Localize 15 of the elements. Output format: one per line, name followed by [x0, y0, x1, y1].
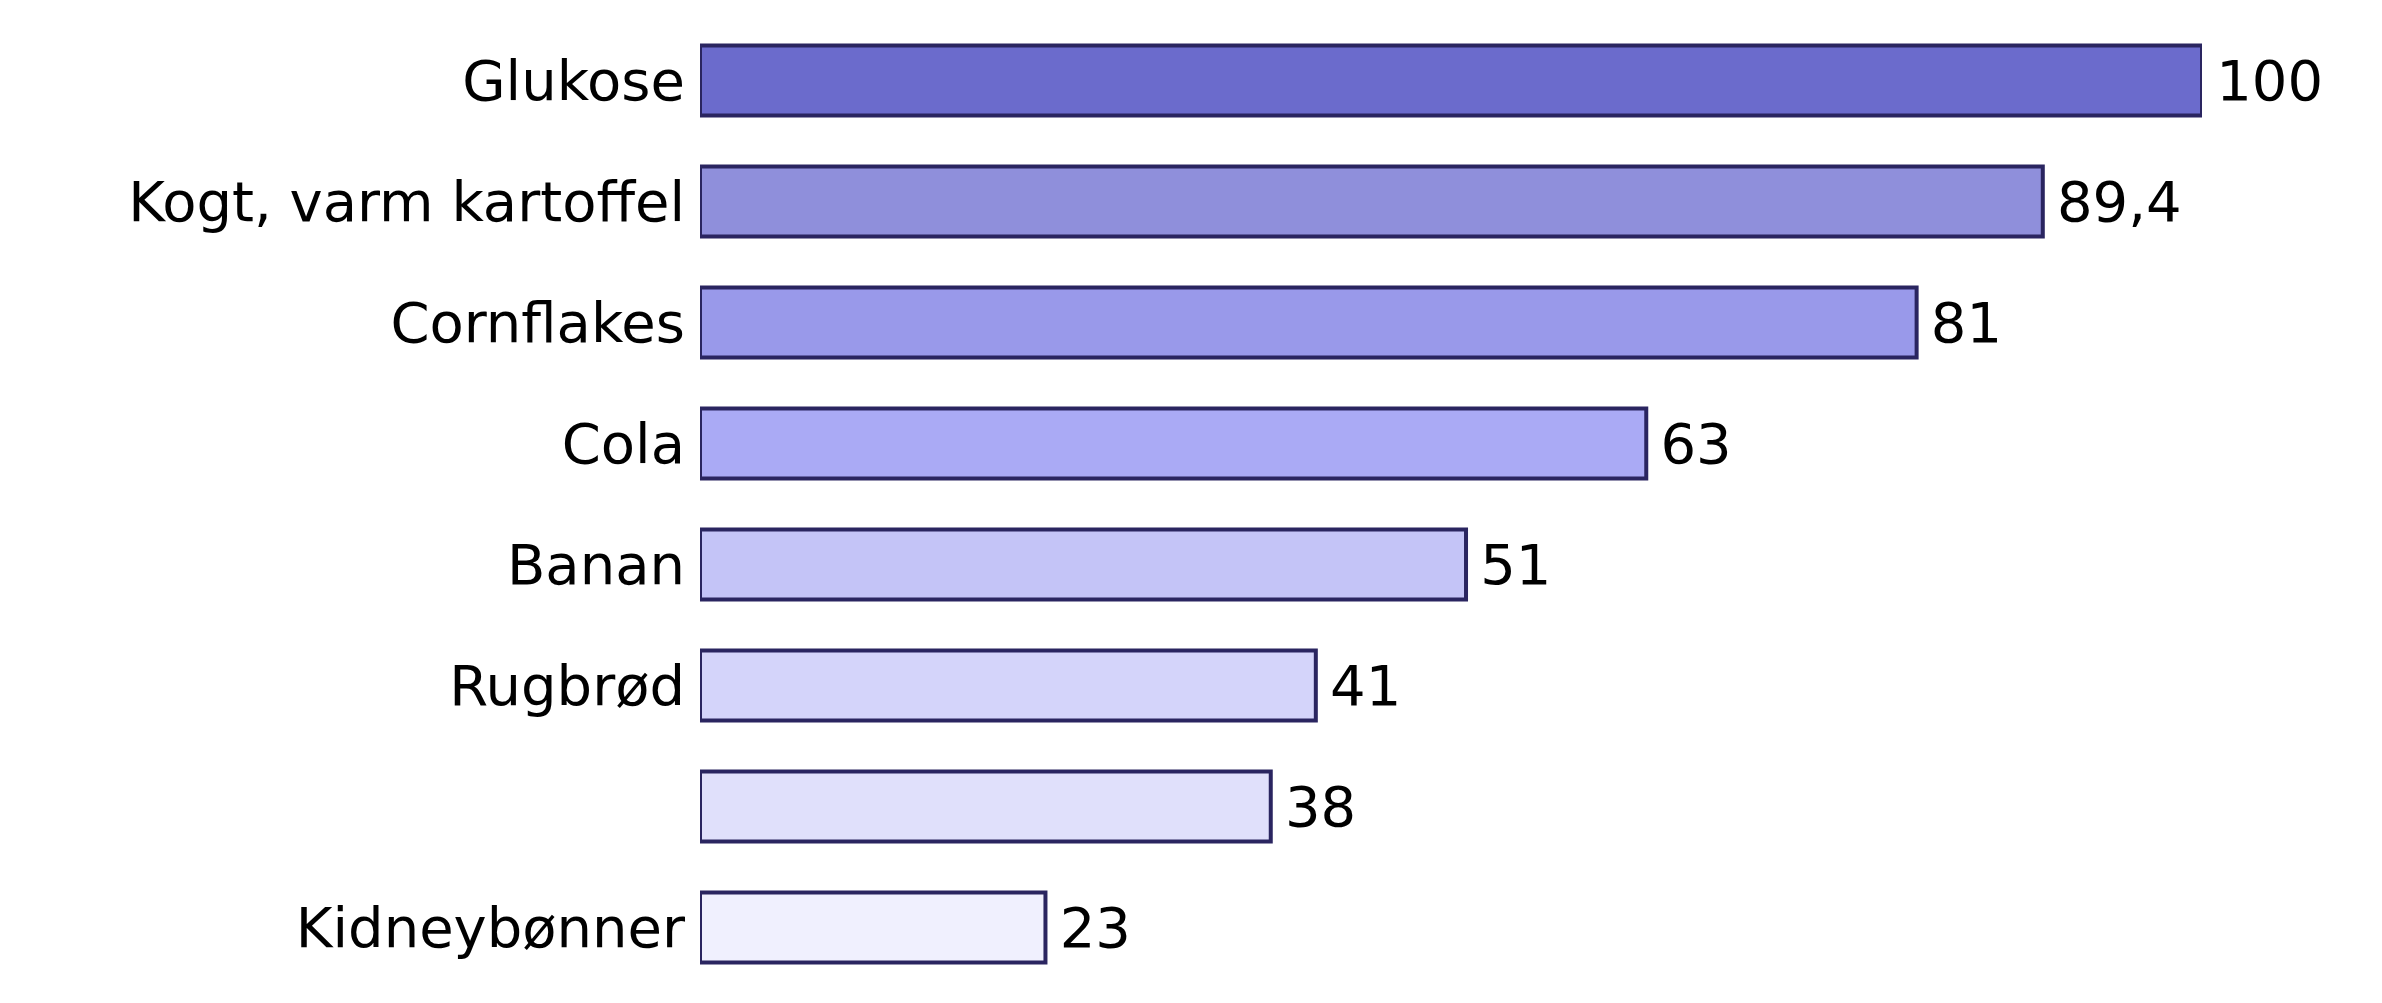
y-tick-label: Cornflakes — [390, 290, 685, 356]
data-label: 51 — [1469, 532, 1552, 597]
y-tick-label: Kidneybønner — [295, 895, 686, 961]
data-label: 81 — [1919, 290, 2003, 355]
y-tick-label: Banan — [506, 532, 685, 598]
data-label: 100 — [2205, 48, 2324, 113]
data-label: 89,4 — [2045, 169, 2182, 234]
data-label: 38 — [1273, 774, 1357, 839]
y-tick-label: Glukose — [462, 48, 685, 114]
data-label: 23 — [1048, 895, 1131, 960]
y-tick-label: Rugbrød — [449, 653, 685, 719]
data-label: 41 — [1318, 653, 1402, 718]
y-tick-label: Kogt, varm kartoffel — [128, 169, 685, 235]
data-label: 63 — [1649, 411, 1732, 476]
y-tick-label: Cola — [561, 411, 685, 477]
